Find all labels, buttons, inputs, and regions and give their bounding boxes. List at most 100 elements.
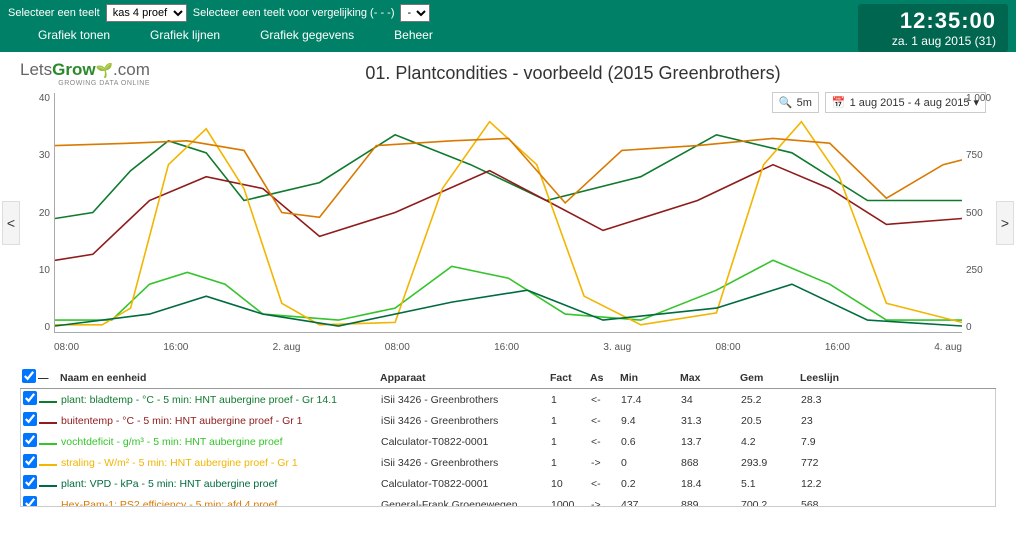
legend-toggle-all[interactable] [22, 369, 36, 383]
clock-date: za. 1 aug 2015 (31) [870, 34, 996, 48]
content: LetsGrow🌱.com GROWING DATA ONLINE 01. Pl… [0, 52, 1016, 507]
legend-swatch [39, 485, 57, 487]
y-left-tick: 0 [20, 322, 50, 333]
legend-row[interactable]: plant: bladtemp - °C - 5 min: HNT auberg… [21, 389, 995, 410]
series-hexpam [55, 138, 962, 217]
clock: 12:35:00 za. 1 aug 2015 (31) [858, 4, 1008, 52]
plot[interactable] [54, 93, 962, 333]
legend-max: 13.7 [681, 436, 741, 448]
legend-as: -> [591, 457, 621, 469]
legend-swatch [39, 443, 57, 445]
menu-grafiek-tonen[interactable]: Grafiek tonen [38, 28, 110, 42]
legend-row[interactable]: plant: VPD - kPa - 5 min: HNT aubergine … [21, 473, 995, 494]
col-fact: Fact [550, 372, 590, 384]
legend-row[interactable]: straling - W/m² - 5 min: HNT aubergine p… [21, 452, 995, 473]
legend-rows: plant: bladtemp - °C - 5 min: HNT auberg… [20, 389, 996, 507]
series-vpd [55, 284, 962, 326]
legend-max: 34 [681, 394, 741, 406]
legend-as: <- [591, 415, 621, 427]
logo: LetsGrow🌱.com GROWING DATA ONLINE [20, 60, 150, 87]
dash-icon: — [38, 372, 60, 384]
legend-gem: 293.9 [741, 457, 801, 469]
y-right-tick: 750 [966, 150, 996, 161]
chart-svg [55, 93, 962, 332]
y-axis-right: 1 0007505002500 [966, 93, 996, 333]
logo-part1: Lets [20, 60, 52, 79]
legend-lees: 772 [801, 457, 861, 469]
series-vocht [55, 260, 962, 320]
series-straling [55, 122, 962, 325]
col-apparaat: Apparaat [380, 372, 550, 384]
y-left-tick: 10 [20, 265, 50, 276]
legend-fact: 1 [551, 415, 591, 427]
legend-min: 0.6 [621, 436, 681, 448]
legend-name: plant: VPD - kPa - 5 min: HNT aubergine … [61, 478, 381, 490]
crop-selectors: Selecteer een teelt kas 4 proef Selectee… [8, 4, 858, 22]
legend-apparaat: iSii 3426 - Greenbrothers [381, 415, 551, 427]
col-gem: Gem [740, 372, 800, 384]
logo-part3: .com [113, 60, 150, 79]
y-left-tick: 40 [20, 93, 50, 104]
select1-label: Selecteer een teelt [8, 7, 100, 19]
topbar-left: Selecteer een teelt kas 4 proef Selectee… [8, 4, 858, 42]
legend-as: <- [591, 436, 621, 448]
logo-sub: GROWING DATA ONLINE [20, 80, 150, 87]
logo-part2: Grow [52, 60, 95, 79]
col-lees: Leeslijn [800, 372, 860, 384]
chart-area: < > 403020100 1 0007505002500 08:0016:00… [20, 93, 996, 353]
legend-row[interactable]: buitentemp - °C - 5 min: HNT aubergine p… [21, 410, 995, 431]
y-right-tick: 1 000 [966, 93, 996, 104]
x-tick: 2. aug [273, 342, 301, 353]
series-buitentemp [55, 165, 962, 261]
x-axis: 08:0016:002. aug08:0016:003. aug08:0016:… [54, 342, 962, 353]
legend-row-checkbox[interactable] [23, 412, 37, 426]
x-tick: 08:00 [385, 342, 410, 353]
x-tick: 16:00 [825, 342, 850, 353]
legend-lees: 23 [801, 415, 861, 427]
legend-as: -> [591, 499, 621, 508]
y-right-tick: 500 [966, 208, 996, 219]
legend-lees: 28.3 [801, 394, 861, 406]
legend-apparaat: iSii 3426 - Greenbrothers [381, 394, 551, 406]
legend-max: 868 [681, 457, 741, 469]
clock-time: 12:35:00 [870, 8, 996, 34]
legend-name: vochtdeficit - g/m³ - 5 min: HNT aubergi… [61, 436, 381, 448]
legend-fact: 10 [551, 478, 591, 490]
legend-header: — Naam en eenheid Apparaat Fact As Min M… [20, 367, 996, 389]
legend-min: 0 [621, 457, 681, 469]
x-tick: 4. aug [934, 342, 962, 353]
menu-grafiek-lijnen[interactable]: Grafiek lijnen [150, 28, 220, 42]
series-bladtemp [55, 135, 962, 219]
legend-row[interactable]: Hex-Pam-1: PS2 efficiency - 5 min: afd 4… [21, 494, 995, 507]
legend-row-checkbox[interactable] [23, 454, 37, 468]
menu-row: Grafiek tonen Grafiek lijnen Grafiek geg… [8, 28, 858, 42]
x-tick: 08:00 [54, 342, 79, 353]
legend-swatch [39, 464, 57, 466]
legend-lees: 12.2 [801, 478, 861, 490]
y-right-tick: 250 [966, 265, 996, 276]
legend-row-checkbox[interactable] [23, 496, 37, 507]
col-name: Naam en eenheid [60, 372, 380, 384]
menu-beheer[interactable]: Beheer [394, 28, 433, 42]
legend-apparaat: Calculator-T0822-0001 [381, 478, 551, 490]
menu-grafiek-gegevens[interactable]: Grafiek gegevens [260, 28, 354, 42]
legend-name: plant: bladtemp - °C - 5 min: HNT auberg… [61, 394, 381, 406]
legend-gem: 20.5 [741, 415, 801, 427]
next-arrow[interactable]: > [996, 201, 1014, 245]
legend-row-checkbox[interactable] [23, 475, 37, 489]
legend-row-checkbox[interactable] [23, 433, 37, 447]
x-tick: 3. aug [603, 342, 631, 353]
legend-fact: 1000 [551, 499, 591, 508]
legend-fact: 1 [551, 394, 591, 406]
legend-lees: 568 [801, 499, 861, 508]
prev-arrow[interactable]: < [2, 201, 20, 245]
legend-row[interactable]: vochtdeficit - g/m³ - 5 min: HNT aubergi… [21, 431, 995, 452]
select2[interactable]: - [400, 4, 430, 22]
legend-apparaat: General-Frank Groenewegen [381, 499, 551, 508]
select2-label: Selecteer een teelt voor vergelijking (-… [193, 7, 395, 19]
chart-title: 01. Plantcondities - voorbeeld (2015 Gre… [150, 63, 996, 84]
select1[interactable]: kas 4 proef [106, 4, 187, 22]
legend-name: Hex-Pam-1: PS2 efficiency - 5 min: afd 4… [61, 499, 381, 508]
legend-row-checkbox[interactable] [23, 391, 37, 405]
x-tick: 08:00 [716, 342, 741, 353]
